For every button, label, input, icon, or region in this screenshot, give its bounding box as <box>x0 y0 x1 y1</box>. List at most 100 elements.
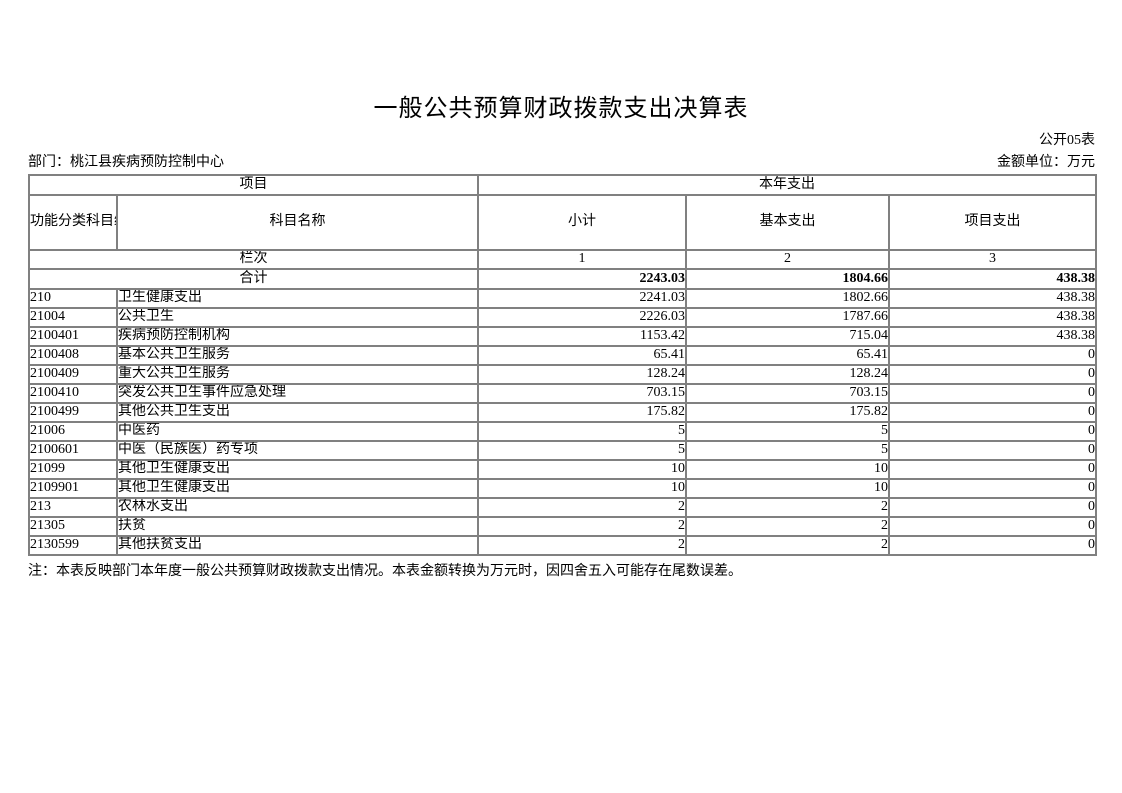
project-value: 438.38 <box>887 307 1098 328</box>
basic-value: 2 <box>685 535 890 556</box>
basic-value: 175.82 <box>685 402 890 423</box>
table-row: 2100410 突发公共卫生事件应急处理 703.15 703.15 0 <box>28 383 1098 404</box>
subject-name: 公共卫生 <box>116 307 479 328</box>
column-index-1: 1 <box>477 249 687 270</box>
subtotal-value: 2226.03 <box>477 307 687 328</box>
basic-value: 1802.66 <box>685 288 890 309</box>
total-label: 合计 <box>28 268 479 290</box>
table-row: 2130599 其他扶贫支出 2 2 0 <box>28 535 1098 556</box>
subject-code: 2100409 <box>28 364 118 385</box>
subject-name: 中医（民族医）药专项 <box>116 440 479 461</box>
subject-name: 疾病预防控制机构 <box>116 326 479 347</box>
basic-value: 2 <box>685 497 890 518</box>
table-row: 21099 其他卫生健康支出 10 10 0 <box>28 459 1098 480</box>
project-value: 0 <box>887 383 1098 404</box>
subtotal-value: 2 <box>477 497 687 518</box>
basic-value: 703.15 <box>685 383 890 404</box>
header-basic-expense: 基本支出 <box>685 194 890 251</box>
subject-code: 21099 <box>28 459 118 480</box>
basic-value: 1787.66 <box>685 307 890 328</box>
basic-value: 5 <box>685 421 890 442</box>
subject-name: 其他公共卫生支出 <box>116 402 479 423</box>
table-note: 注：本表反映部门本年度一般公共预算财政拨款支出情况。本表金额转换为万元时，因四舍… <box>28 564 742 579</box>
project-value: 438.38 <box>887 326 1098 347</box>
column-index-3: 3 <box>887 249 1098 270</box>
subject-name: 重大公共卫生服务 <box>116 364 479 385</box>
subject-name: 其他卫生健康支出 <box>116 459 479 480</box>
table-row: 2109901 其他卫生健康支出 10 10 0 <box>28 478 1098 499</box>
table-row: 2100401 疾病预防控制机构 1153.42 715.04 438.38 <box>28 326 1098 347</box>
department-label: 部门：桃江县疾病预防控制中心 <box>28 155 224 170</box>
subtotal-value: 5 <box>477 440 687 461</box>
project-value: 0 <box>887 478 1098 499</box>
subtotal-value: 5 <box>477 421 687 442</box>
table-row: 210 卫生健康支出 2241.03 1802.66 438.38 <box>28 288 1098 309</box>
header-group-row: 项目 本年支出 <box>28 174 1098 196</box>
subject-code: 210 <box>28 288 118 309</box>
basic-value: 10 <box>685 478 890 499</box>
header-expense-group: 本年支出 <box>476 174 1098 196</box>
project-value: 0 <box>887 345 1098 366</box>
subject-name: 突发公共卫生事件应急处理 <box>116 383 479 404</box>
table-row: 21305 扶贫 2 2 0 <box>28 516 1098 537</box>
total-basic: 1804.66 <box>685 268 890 290</box>
subtotal-value: 703.15 <box>477 383 687 404</box>
subtotal-value: 10 <box>477 478 687 499</box>
table-row: 2100409 重大公共卫生服务 128.24 128.24 0 <box>28 364 1098 385</box>
basic-value: 128.24 <box>685 364 890 385</box>
column-index-label: 栏次 <box>28 249 479 270</box>
unit-label: 金额单位：万元 <box>997 155 1095 170</box>
subtotal-value: 2241.03 <box>477 288 687 309</box>
subject-name: 农林水支出 <box>116 497 479 518</box>
meta-row: 部门：桃江县疾病预防控制中心 金额单位：万元 <box>28 151 1095 171</box>
subject-code: 2100410 <box>28 383 118 404</box>
subject-name: 基本公共卫生服务 <box>116 345 479 366</box>
subtotal-value: 175.82 <box>477 402 687 423</box>
header-project-expense: 项目支出 <box>887 194 1098 251</box>
total-subtotal: 2243.03 <box>477 268 687 290</box>
basic-value: 65.41 <box>685 345 890 366</box>
table-row: 21006 中医药 5 5 0 <box>28 421 1098 442</box>
project-value: 0 <box>887 516 1098 537</box>
project-value: 0 <box>887 459 1098 480</box>
total-project: 438.38 <box>887 268 1098 290</box>
project-value: 0 <box>887 421 1098 442</box>
subject-name: 中医药 <box>116 421 479 442</box>
subject-name: 其他卫生健康支出 <box>116 478 479 499</box>
table-row: 213 农林水支出 2 2 0 <box>28 497 1098 518</box>
project-value: 0 <box>887 535 1098 556</box>
project-value: 438.38 <box>887 288 1098 309</box>
table-code-label: 公开05表 <box>1039 133 1095 148</box>
project-value: 0 <box>887 402 1098 423</box>
subject-code: 213 <box>28 497 118 518</box>
project-value: 0 <box>887 497 1098 518</box>
table-row: 2100601 中医（民族医）药专项 5 5 0 <box>28 440 1098 461</box>
header-subject-name: 科目名称 <box>116 194 479 251</box>
table-row: 2100499 其他公共卫生支出 175.82 175.82 0 <box>28 402 1098 423</box>
subject-code: 2100499 <box>28 402 118 423</box>
header-columns-row: 功能分类科目编码 科目名称 小计 基本支出 项目支出 <box>28 194 1098 251</box>
column-index-row: 栏次 1 2 3 <box>28 249 1098 270</box>
page-title: 一般公共预算财政拨款支出决算表 <box>373 96 749 122</box>
subject-code: 21004 <box>28 307 118 328</box>
subject-name: 其他扶贫支出 <box>116 535 479 556</box>
subtotal-value: 128.24 <box>477 364 687 385</box>
header-subtotal: 小计 <box>477 194 687 251</box>
subject-code: 21006 <box>28 421 118 442</box>
column-index-2: 2 <box>685 249 890 270</box>
total-row: 合计 2243.03 1804.66 438.38 <box>28 268 1098 290</box>
subject-code: 21305 <box>28 516 118 537</box>
table-row: 2100408 基本公共卫生服务 65.41 65.41 0 <box>28 345 1098 366</box>
subject-code: 2100401 <box>28 326 118 347</box>
table-row: 21004 公共卫生 2226.03 1787.66 438.38 <box>28 307 1098 328</box>
basic-value: 5 <box>685 440 890 461</box>
header-item-group: 项目 <box>28 174 479 196</box>
header-code: 功能分类科目编码 <box>28 194 118 251</box>
basic-value: 10 <box>685 459 890 480</box>
subject-name: 扶贫 <box>116 516 479 537</box>
subtotal-value: 2 <box>477 535 687 556</box>
basic-value: 715.04 <box>685 326 890 347</box>
project-value: 0 <box>887 440 1098 461</box>
subtotal-value: 1153.42 <box>477 326 687 347</box>
